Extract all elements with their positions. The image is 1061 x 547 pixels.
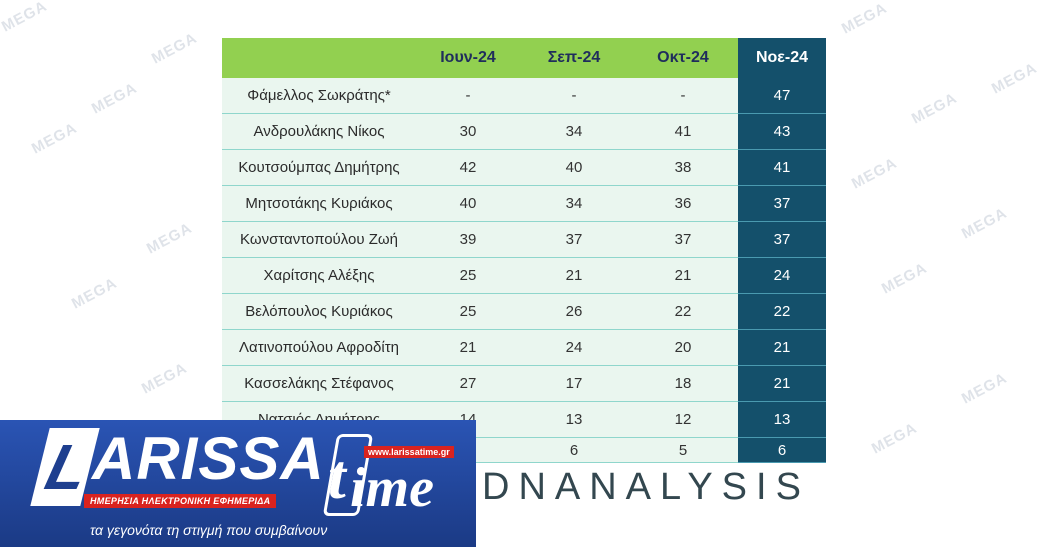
row-value-cell: 27 (416, 365, 520, 402)
watermark: MEGA (148, 29, 201, 68)
row-value-cell: 20 (628, 329, 738, 366)
table-row: Λατινοπούλου Αφροδίτη 21 24 20 21 (222, 329, 826, 366)
watermark: MEGA (138, 359, 191, 398)
watermark: MEGA (908, 89, 961, 128)
row-value-cell: - (628, 78, 738, 114)
watermark: MEGA (958, 204, 1011, 243)
table-row: Φάμελλος Σωκράτης* - - -47 (222, 78, 826, 114)
brand-logo-text: DNANALYSIS (482, 466, 810, 508)
row-value-cell: 6 (520, 437, 628, 463)
table-row: Κωνσταντοπούλου Ζωή 39 37 37 37 (222, 221, 826, 258)
row-value-cell: 40 (520, 149, 628, 186)
watermark: MEGA (868, 419, 921, 458)
row-value-cell: 41 (738, 149, 826, 186)
row-value-cell: 21 (628, 257, 738, 294)
row-value-cell: 39 (416, 221, 520, 258)
row-value-cell: 38 (628, 149, 738, 186)
row-value-cell: 21 (738, 365, 826, 402)
row-value-cell: 47 (738, 78, 826, 114)
table-row: Κουτσούμπας Δημήτρης 42 40 38 41 (222, 149, 826, 186)
row-value-cell: 21 (520, 257, 628, 294)
newspaper-logo: L ARISSA t ime www.larissatime.gr ΗΜΕΡΗΣ… (0, 420, 476, 547)
watermark: MEGA (848, 154, 901, 193)
watermark: MEGA (878, 259, 931, 298)
watermark: MEGA (838, 0, 891, 38)
row-value-cell: 13 (738, 401, 826, 438)
header-cell: Οκτ-24 (628, 38, 738, 78)
header-cell (222, 38, 416, 78)
logo-url: www.larissatime.gr (364, 446, 454, 458)
row-name-cell: Κασσελάκης Στέφανος (222, 365, 416, 402)
row-value-cell: 34 (520, 113, 628, 150)
row-name-cell: Κουτσούμπας Δημήτρης (222, 149, 416, 186)
row-value-cell: 42 (416, 149, 520, 186)
row-value-cell: 24 (520, 329, 628, 366)
row-value-cell: 37 (738, 185, 826, 222)
watermark: MEGA (0, 0, 51, 36)
header-cell: Νοε-24 (738, 38, 826, 78)
row-value-cell: - (416, 78, 520, 114)
row-name-cell: Μητσοτάκης Κυριάκος (222, 185, 416, 222)
table-row: Μητσοτάκης Κυριάκος 40 34 36 37 (222, 185, 826, 222)
row-value-cell: 37 (628, 221, 738, 258)
table-row: Βελόπουλος Κυριάκος 25 26 22 22 (222, 293, 826, 330)
row-value-cell: 30 (416, 113, 520, 150)
row-value-cell: 21 (416, 329, 520, 366)
table-row: Ανδρουλάκης Νίκος 30 34 41 43 (222, 113, 826, 150)
row-value-cell: 22 (738, 293, 826, 330)
watermark: MEGA (143, 219, 196, 258)
watermark: MEGA (68, 274, 121, 313)
logo-subtitle: ΗΜΕΡΗΣΙΑ ΗΛΕΚΤΡΟΝΙΚΗ ΕΦΗΜΕΡΙΔΑ (84, 494, 277, 508)
watermark: MEGA (88, 79, 141, 118)
row-name-cell: Χαρίτσης Αλέξης (222, 257, 416, 294)
row-value-cell: 5 (628, 437, 738, 463)
row-value-cell: 22 (628, 293, 738, 330)
row-value-cell: 26 (520, 293, 628, 330)
row-value-cell: 34 (520, 185, 628, 222)
row-value-cell: 13 (520, 401, 628, 438)
row-value-cell: 25 (416, 257, 520, 294)
row-value-cell: 12 (628, 401, 738, 438)
row-value-cell: 21 (738, 329, 826, 366)
row-name-cell: Λατινοπούλου Αφροδίτη (222, 329, 416, 366)
row-value-cell: 37 (520, 221, 628, 258)
logo-time-rest: ime (350, 457, 434, 519)
table-row: Χαρίτσης Αλέξης 25 21 21 24 (222, 257, 826, 294)
logo-name: ARISSA (92, 425, 325, 492)
row-value-cell: 24 (738, 257, 826, 294)
row-value-cell: 41 (628, 113, 738, 150)
logo-time-t: t (328, 441, 346, 512)
row-name-cell: Φάμελλος Σωκράτης* (222, 78, 416, 114)
row-value-cell: 17 (520, 365, 628, 402)
poll-table: Ιουν-24 Σεπ-24 Οκτ-24 Νοε-24 Φάμελλος Σω… (222, 38, 826, 463)
table-header-row: Ιουν-24 Σεπ-24 Οκτ-24 Νοε-24 (222, 38, 826, 78)
row-value-cell: 43 (738, 113, 826, 150)
watermark: MEGA (958, 369, 1011, 408)
watermark: MEGA (28, 119, 81, 158)
row-name-cell: Κωνσταντοπούλου Ζωή (222, 221, 416, 258)
row-value-cell: 40 (416, 185, 520, 222)
row-value-cell: 36 (628, 185, 738, 222)
header-cell: Σεπ-24 (520, 38, 628, 78)
row-value-cell: 37 (738, 221, 826, 258)
row-value-cell: 25 (416, 293, 520, 330)
table-row: Κασσελάκης Στέφανος 27 17 18 21 (222, 365, 826, 402)
row-name-cell: Βελόπουλος Κυριάκος (222, 293, 416, 330)
row-value-cell: - (520, 78, 628, 114)
header-cell: Ιουν-24 (416, 38, 520, 78)
logo-tagline: τα γεγονότα τη στιγμή που συμβαίνουν (90, 522, 328, 538)
row-value-cell: 18 (628, 365, 738, 402)
watermark: MEGA (988, 59, 1041, 98)
row-value-cell: 6 (738, 437, 826, 463)
row-name-cell: Ανδρουλάκης Νίκος (222, 113, 416, 150)
